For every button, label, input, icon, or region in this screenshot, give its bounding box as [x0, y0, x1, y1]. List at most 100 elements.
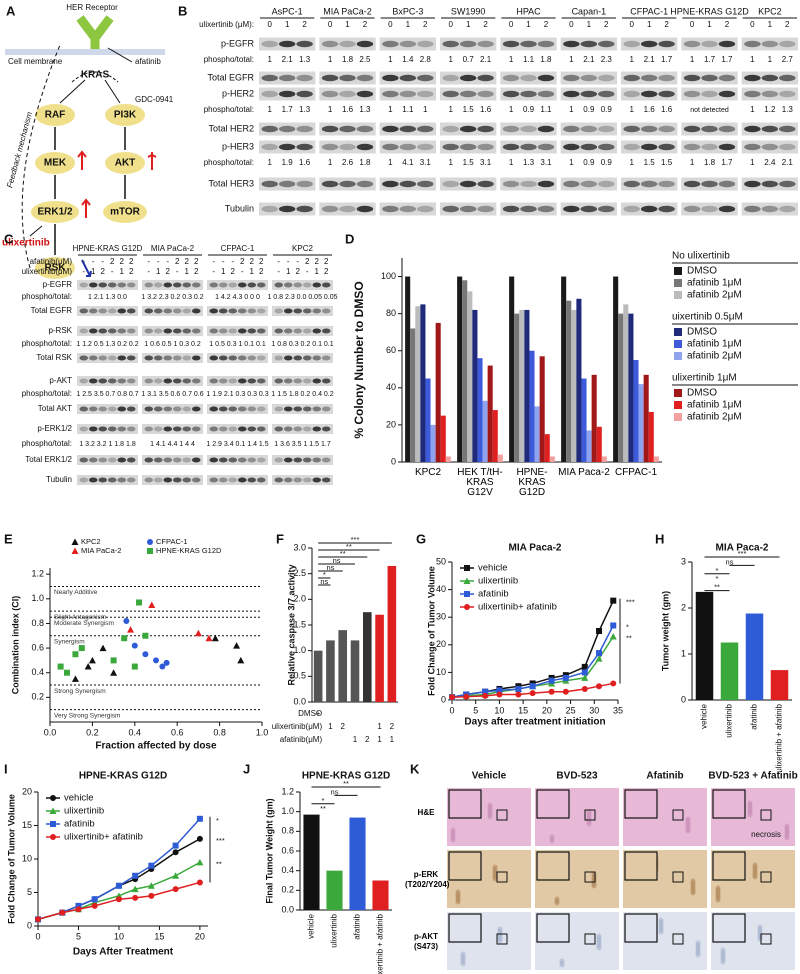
dose: 1 [406, 20, 411, 29]
blot-band [303, 308, 312, 314]
blot-band [228, 426, 237, 432]
ratio: 1 3.6 3.5 1 1.5 1.7 [274, 441, 331, 448]
bar [445, 456, 451, 462]
blot-band [580, 205, 598, 213]
ratio: 2.4 [764, 158, 776, 167]
bar [628, 313, 634, 462]
bar [539, 356, 545, 462]
blot-band [658, 90, 675, 98]
ratio: 2.1 [583, 55, 595, 64]
marker [153, 657, 159, 664]
blot-band [701, 205, 718, 213]
blot-band [261, 180, 278, 188]
ratio: 1.2 [764, 105, 776, 114]
blot-band [117, 308, 126, 314]
ratio: 1 [423, 105, 428, 114]
blot-band [563, 90, 580, 98]
zoom-box [496, 871, 508, 883]
blot-band [247, 406, 256, 412]
bar [435, 322, 441, 462]
cell-line: SW1990 [451, 6, 486, 16]
blot-band [502, 180, 520, 188]
ratio: 1 0.8 0.3 0.2 0.1 0.1 [271, 341, 333, 348]
zoom-box [760, 933, 772, 945]
inset [448, 913, 482, 943]
bar [561, 276, 567, 462]
dose: 2 [175, 257, 180, 266]
marker [71, 538, 79, 545]
blot-band [312, 477, 321, 483]
y-tick-label: 0.5 [293, 671, 306, 681]
blot-band [477, 205, 494, 213]
blot-strip [741, 87, 798, 101]
blot-band [79, 426, 88, 432]
blot-band [238, 308, 247, 314]
y-tick-label: 50 [436, 556, 446, 566]
bar [566, 300, 572, 462]
blot-strip [621, 122, 678, 136]
blot-band [339, 40, 356, 48]
blot-band [144, 328, 153, 334]
node [35, 257, 75, 279]
ratio: 2.6 [342, 158, 354, 167]
legend-label: vehicle [478, 563, 508, 574]
chart-title: HPNE-KRAS G12D [302, 771, 390, 782]
dose: 2 [324, 257, 329, 266]
dose: - [277, 267, 280, 276]
x-tick-label: 0 [449, 705, 454, 715]
y-tick-label: 0.8 [281, 826, 294, 836]
dose: 2 [302, 20, 307, 29]
panel-letter: G [416, 531, 426, 546]
y-tick-label: 0.8 [31, 618, 44, 628]
marker [71, 547, 79, 554]
blot-band [108, 308, 117, 314]
dose: 0 [448, 20, 453, 29]
ratio: not detected [690, 107, 729, 114]
blot-strip [741, 140, 798, 154]
blot-band [459, 180, 477, 188]
blot-band [442, 143, 459, 151]
blot-band [144, 378, 153, 384]
up-arrow [77, 150, 157, 218]
marker [63, 669, 70, 676]
dose: 2 [324, 267, 329, 276]
blot-strip [379, 202, 436, 216]
blot-band [744, 143, 761, 151]
significance: ns [333, 556, 341, 565]
dose: 2 [240, 257, 245, 266]
blot-band [274, 355, 283, 361]
bar [362, 612, 372, 702]
ratio: 0.9 [601, 158, 613, 167]
note: necrosis [751, 830, 781, 839]
blot-band [293, 282, 302, 288]
blot-band [339, 125, 356, 133]
blot-band [117, 457, 126, 463]
blot-label: Total RSK [36, 353, 72, 362]
dose: - [101, 257, 104, 266]
ratio: 1.8 [359, 158, 371, 167]
ratio: 1 1.2 0.5 1.3 0.2 0.2 [76, 341, 138, 348]
legend-swatch [674, 389, 682, 397]
blot-band [219, 378, 228, 384]
dose: 1 [345, 20, 350, 29]
blot-band [219, 282, 228, 288]
column-header: Afatinib [646, 771, 683, 782]
blot-band [127, 477, 136, 483]
blot-band [580, 74, 598, 82]
blot-band [658, 180, 675, 188]
blot-band [247, 328, 256, 334]
ratio: 2.3 [601, 55, 613, 64]
marker [50, 795, 56, 801]
blot-band [108, 282, 117, 288]
marker [75, 902, 82, 909]
marker [131, 642, 138, 649]
marker [132, 872, 139, 879]
blot-band [173, 406, 182, 412]
y-tick-label: 30 [436, 612, 446, 622]
blot-strip [207, 475, 268, 485]
blot-band [293, 457, 302, 463]
blot-strip [681, 87, 738, 101]
ratio: 1.6 [661, 105, 673, 114]
dose: 2 [423, 20, 428, 29]
blot-band [623, 74, 640, 82]
